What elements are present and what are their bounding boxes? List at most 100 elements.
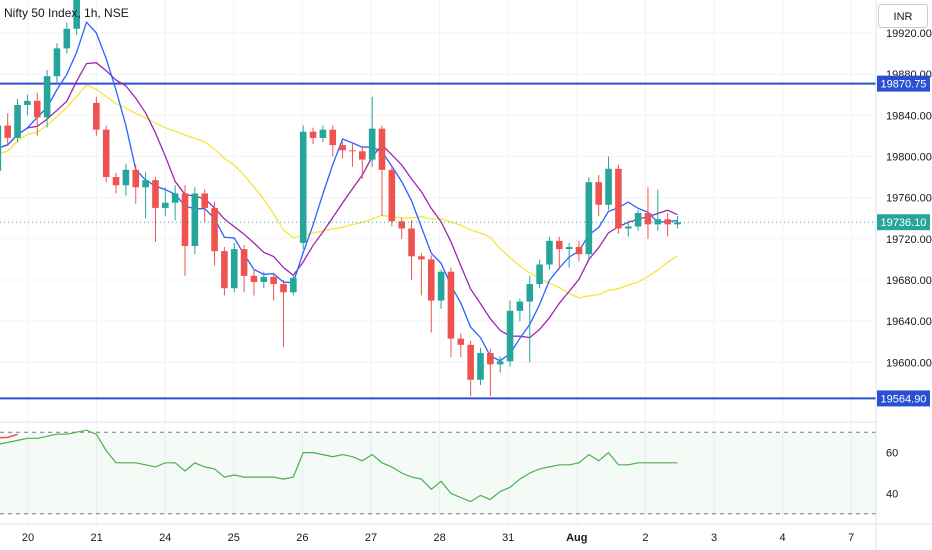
rsi-line: [0, 429, 678, 503]
candle-body: [290, 277, 297, 293]
currency-button[interactable]: INR: [878, 4, 928, 28]
candle-body: [467, 344, 474, 380]
level-price-tag-bg: [877, 390, 930, 407]
time-tick-label: 3: [711, 532, 717, 544]
candle-body: [250, 275, 258, 283]
time-tick-label: 4: [780, 532, 786, 544]
candle-body: [171, 193, 179, 203]
candle-body: [33, 100, 41, 118]
price-tick-label: 19720.00: [886, 234, 932, 246]
candle-body: [546, 240, 553, 265]
candle-body: [359, 151, 366, 160]
time-tick-label: 25: [228, 532, 240, 544]
candle-body: [309, 131, 317, 138]
candle-body: [437, 271, 445, 301]
candle-body: [575, 247, 583, 255]
candle-body: [644, 213, 652, 225]
candle-body: [329, 129, 337, 146]
candle-body: [122, 169, 130, 186]
candle-body: [43, 76, 51, 118]
candle-body: [477, 353, 484, 380]
candle-body: [487, 353, 494, 365]
candle-body: [201, 193, 208, 208]
candle-body: [152, 180, 159, 208]
ma-purple-line: [0, 62, 678, 339]
candle-body: [398, 221, 405, 229]
time-tick-label: Aug: [566, 532, 587, 544]
price-tick-label: 19600.00: [886, 357, 932, 369]
candle-body: [388, 169, 396, 222]
candle-body: [53, 48, 61, 77]
candle-body: [418, 256, 425, 260]
rsi-polyline: [0, 429, 678, 503]
last-price-tag: 19736.10: [881, 217, 927, 229]
candle-body: [368, 128, 376, 160]
candle-body: [624, 226, 632, 229]
rsi-tick-label: 40: [886, 488, 898, 500]
time-tick-label: 20: [22, 532, 34, 544]
time-axis-labels: 20 21 24 25 26 27 28 31 Aug 2 3 4 7: [22, 532, 854, 544]
rsi-overbought-segment: [0, 433, 18, 439]
candle-body: [0, 125, 2, 171]
candle-body: [506, 310, 514, 362]
candle-body: [615, 168, 622, 229]
candle-body: [319, 129, 327, 138]
time-tick-label: 21: [90, 532, 102, 544]
candle-body: [73, 0, 80, 29]
candle-body: [585, 182, 593, 255]
level-price-tag: 19870.75: [881, 79, 927, 91]
symbol-title[interactable]: Nifty 50 Index, 1h, NSE: [4, 6, 129, 20]
candle-body: [24, 100, 31, 105]
rsi-band-fill: [0, 432, 876, 514]
candle-body: [260, 276, 268, 283]
rsi-band: [0, 431, 876, 515]
time-tick-label: 7: [848, 532, 854, 544]
candle-body: [595, 182, 602, 205]
ma-blue-line: [0, 20, 678, 362]
candles[interactable]: [0, 0, 681, 397]
candle-body: [565, 247, 573, 250]
candle-body: [211, 207, 218, 252]
price-tick-label: 19760.00: [886, 193, 932, 205]
candle-body: [536, 264, 543, 285]
candle-body: [349, 150, 356, 152]
candle-body: [270, 276, 277, 285]
candle-body: [664, 219, 671, 225]
candle-body: [299, 131, 307, 243]
candle-body: [102, 129, 110, 178]
level-price-tag: 19564.90: [881, 393, 927, 405]
candle-body: [221, 251, 228, 289]
price-tick-label: 19840.00: [886, 110, 932, 122]
price-tick-label: 19920.00: [886, 28, 932, 40]
candle-body: [654, 219, 662, 225]
candle-body: [516, 301, 524, 311]
candle-body: [63, 28, 71, 49]
candle-body: [605, 168, 612, 205]
candle-body: [634, 213, 642, 227]
candle-body: [280, 284, 287, 293]
candle-body: [142, 180, 149, 188]
candle-body: [457, 338, 465, 345]
candle-body: [93, 102, 100, 130]
time-tick-label: 26: [296, 532, 308, 544]
horizontal-lines[interactable]: [0, 82, 876, 400]
candle-body: [339, 145, 346, 151]
candle-body: [14, 104, 21, 138]
time-tick-label: 2: [642, 532, 648, 544]
candle-body: [674, 222, 681, 225]
candle-body: [526, 284, 534, 302]
candle-body: [162, 202, 169, 208]
candle-body: [427, 259, 435, 301]
price-tick-label: 19680.00: [886, 275, 932, 287]
candle-body: [378, 128, 386, 170]
candle-body: [132, 169, 140, 188]
price-tags: 19870.75 19564.90 19736.10: [0, 75, 930, 407]
candle-body: [447, 271, 455, 339]
candle-body: [230, 249, 238, 289]
candle-body: [556, 240, 563, 250]
price-tick-label: 19640.00: [886, 316, 932, 328]
price-tick-label: 19800.00: [886, 151, 932, 163]
candle-body: [191, 193, 199, 246]
